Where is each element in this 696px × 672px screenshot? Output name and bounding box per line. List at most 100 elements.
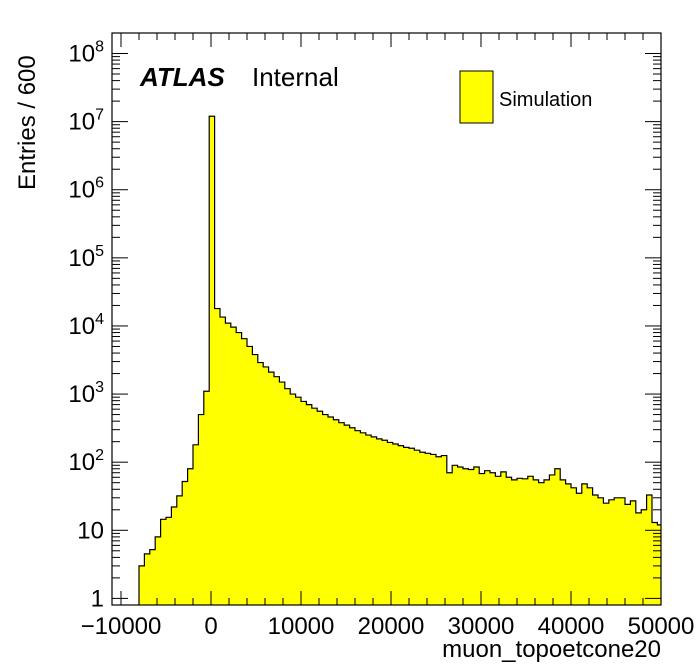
histogram-bar [652,522,658,605]
y-tick-label: 104 [68,311,104,340]
y-tick-label: 1 [91,585,104,612]
histogram-bar [371,436,377,605]
y-tick-label: 10 [77,517,104,544]
histogram-bar [160,519,167,605]
histogram-bar [214,308,221,605]
histogram-bar [430,454,437,605]
histogram-bar [490,472,496,605]
y-tick-label: 108 [68,39,104,68]
y-axis-title: Entries / 600 [14,55,41,190]
histogram-bar [247,346,253,605]
histogram-bar [328,417,334,605]
histogram-bar [198,414,205,605]
histogram-bar [581,483,588,605]
histogram-bar [549,474,556,605]
plot-frame [111,32,662,606]
histogram-bar [263,366,269,605]
histogram-bar [527,476,534,605]
histogram-bar [446,472,453,605]
histogram-bar [274,376,280,605]
histogram-bar [495,476,502,605]
histogram-bar [187,468,194,605]
x-tick-label: 50000 [628,613,695,640]
histogram-bar [365,435,372,605]
histogram-bar [463,468,469,605]
histogram-bar [592,494,599,605]
histogram-bar [355,430,361,605]
histogram-bar [257,362,264,605]
histogram-bar [155,536,161,605]
x-tick-label: 30000 [448,613,515,640]
histogram-bar [203,391,210,605]
histogram-bar [392,443,399,605]
histogram-bar [182,481,188,605]
histogram-bar [171,506,178,605]
histogram-bar [452,465,458,605]
histogram-bar [457,466,464,605]
histogram-bar [220,317,226,605]
histogram-bar [576,493,583,605]
atlas-label: ATLAS [139,62,225,92]
histogram-bar [295,397,302,605]
histogram-bar [344,425,350,605]
histogram-bar [522,478,529,605]
histogram-bar [301,401,307,605]
histogram-bar [360,432,367,605]
y-tick-label: 107 [68,107,104,136]
histogram-bar [517,478,523,605]
x-axis-title: muon_topoetcone20 [442,636,661,663]
histogram-bar [436,456,442,605]
histogram-bar [544,479,550,605]
histogram-bar [409,448,415,605]
histogram-bar [657,524,662,605]
histogram-bar [311,408,318,605]
histogram-bar [554,468,561,605]
histogram-bar [587,487,593,605]
legend-entry-simulation: Simulation [499,89,592,111]
histogram-bar [241,338,248,605]
histogram-bar [149,549,156,605]
axis-ticks [112,32,662,605]
histogram-bar [290,394,296,605]
histogram-bar [230,327,237,605]
histogram-bar [193,444,199,605]
histogram-bar [279,382,286,605]
histogram-bar [166,517,172,605]
histogram-bar [338,422,345,605]
histogram-bar [419,452,426,605]
y-tick-label: 106 [68,175,104,204]
histogram-bar [403,447,410,605]
histogram-bar [565,483,572,605]
histogram-bar [511,479,518,605]
histogram-bar [500,471,507,605]
histogram-bar [322,414,329,605]
histogram-bar [598,497,604,605]
histogram-bar [619,497,626,605]
histogram-bar [317,411,323,605]
histogram-bar [144,553,151,605]
histogram-bar [376,438,383,605]
x-tick-label: 40000 [538,613,605,640]
histogram-outline [138,115,661,605]
histogram-bar [414,450,421,605]
histogram-bar [641,509,647,605]
x-tick-label: −10000 [81,613,162,640]
histogram-bar [139,565,145,605]
histogram-bar [236,332,242,605]
y-tick-label: 103 [68,379,104,408]
histogram-bar [268,372,275,605]
histogram-bar [625,504,631,605]
histogram-bar [506,477,512,605]
x-tick-label: 0 [204,613,217,640]
histogram-bar [484,470,491,605]
y-tick-label: 105 [68,243,104,272]
histogram-bar [398,445,404,605]
histogram-bar [441,455,448,605]
histogram-bar [425,453,431,605]
histogram-bar [603,503,610,605]
legend-swatch [459,70,494,124]
histogram-bar [284,388,291,605]
histogram-bar [635,512,642,605]
internal-label: Internal [252,62,339,92]
